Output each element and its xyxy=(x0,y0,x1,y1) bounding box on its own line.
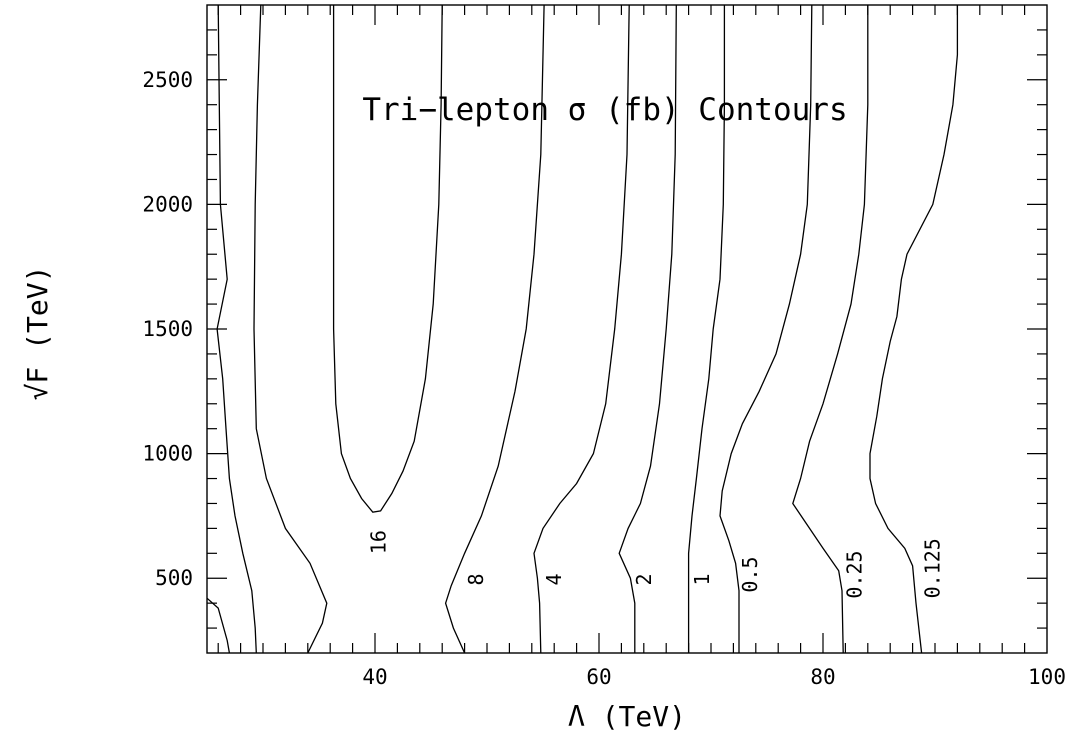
contour-label: 8 xyxy=(464,573,488,585)
plot-frame xyxy=(206,4,1048,654)
contour-label: 4 xyxy=(542,573,566,585)
contour-line-16 xyxy=(253,4,443,654)
contour-lines xyxy=(206,4,959,654)
contour-line-0.5 xyxy=(719,4,813,653)
contour-line-2 xyxy=(618,4,677,653)
contour-label: 0.25 xyxy=(842,550,866,598)
x-tick-label: 100 xyxy=(1028,665,1066,689)
contour-label: 2 xyxy=(632,573,656,585)
contour-line-1 xyxy=(687,5,726,653)
contour-labels: 16 8 4 2 1 0.5 0.25 0.125 xyxy=(366,530,944,599)
contour-line-0.125 xyxy=(869,5,959,654)
x-axis-label: Λ (TeV) xyxy=(568,700,686,733)
x-tick-label: 80 xyxy=(810,665,835,689)
y-tick-label: 1500 xyxy=(142,317,193,341)
y-tick-label: 2000 xyxy=(142,192,193,216)
y-tick-label: 2500 xyxy=(142,68,193,92)
contour-label: 0.5 xyxy=(738,556,762,592)
contour-line-unlabeled-9 xyxy=(216,4,257,654)
y-tick-label: 1000 xyxy=(142,442,193,466)
x-tick-label: 60 xyxy=(586,665,611,689)
axis-ticks xyxy=(207,5,1047,653)
contour-line-0.25 xyxy=(792,5,869,654)
y-tick-label: 500 xyxy=(155,566,193,590)
contour-label: 1 xyxy=(690,573,714,585)
y-axis-label: √F (TeV) xyxy=(21,266,54,401)
contour-label: 16 xyxy=(366,530,390,554)
contour-line-8 xyxy=(444,4,545,654)
contour-line-unlabeled-8 xyxy=(206,597,231,654)
tick-labels: 40 60 80 100 500 1000 1500 2000 2500 xyxy=(142,68,1066,689)
contour-line-4 xyxy=(533,4,630,654)
chart-title: Tri−lepton σ (fb) Contours xyxy=(362,92,847,128)
contour-label: 0.125 xyxy=(921,538,945,598)
x-tick-label: 40 xyxy=(362,665,387,689)
